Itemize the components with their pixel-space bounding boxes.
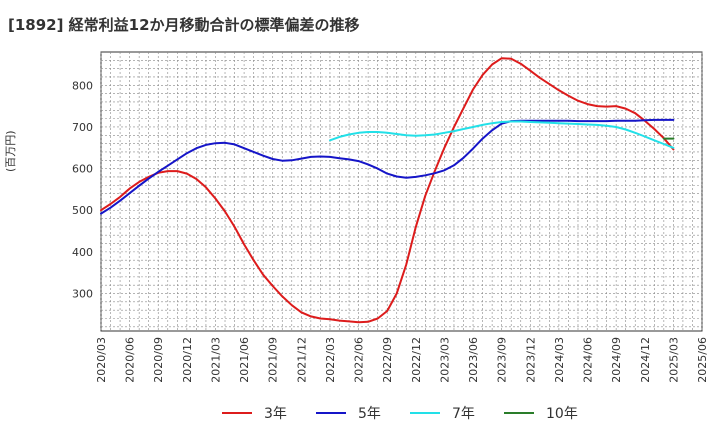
x-tick-label: 2020/03 bbox=[95, 337, 108, 383]
legend-label: 10年 bbox=[546, 406, 578, 422]
grid bbox=[100, 52, 703, 331]
series-line-5年 bbox=[100, 118, 675, 215]
x-tick-label: 2022/03 bbox=[324, 337, 337, 383]
x-tick-label: 2023/12 bbox=[524, 337, 537, 383]
legend: 3年 5年 7年 10年 bbox=[222, 406, 578, 422]
x-tick-label: 2021/03 bbox=[209, 337, 222, 383]
x-tick-label: 2025/06 bbox=[696, 337, 709, 383]
x-tick-label: 2024/06 bbox=[582, 337, 595, 383]
x-tick-label: 2023/03 bbox=[438, 337, 451, 383]
x-tick-label: 2021/09 bbox=[267, 337, 280, 383]
y-tick-labels: 300 400 500 600 700 800 bbox=[72, 79, 93, 300]
x-tick-label: 2022/12 bbox=[410, 337, 423, 383]
x-tick-label: 2020/09 bbox=[152, 337, 165, 383]
x-tick-label: 2024/12 bbox=[639, 337, 652, 383]
x-tick-label: 2025/03 bbox=[667, 337, 680, 383]
legend-label: 3年 bbox=[264, 406, 287, 422]
x-tick-label: 2020/06 bbox=[124, 337, 137, 383]
y-tick-label: 800 bbox=[72, 79, 93, 92]
series-line-7年 bbox=[329, 120, 675, 149]
y-tick-label: 400 bbox=[72, 246, 93, 259]
x-tick-label: 2024/09 bbox=[610, 337, 623, 383]
series-line-3年 bbox=[100, 57, 675, 324]
x-tick-label: 2023/09 bbox=[496, 337, 509, 383]
x-tick-label: 2024/03 bbox=[553, 337, 566, 383]
y-tick-label: 600 bbox=[72, 163, 93, 176]
x-tick-label: 2021/12 bbox=[295, 337, 308, 383]
legend-label: 5年 bbox=[358, 406, 381, 422]
chart-title: [1892] 経常利益12か月移動合計の標準偏差の推移 bbox=[8, 16, 360, 34]
x-tick-label: 2022/06 bbox=[353, 337, 366, 383]
x-tick-labels: 2020/03 2020/06 2020/09 2020/12 2021/03 2021/… bbox=[95, 337, 709, 383]
x-tick-label: 2020/12 bbox=[181, 337, 194, 383]
y-tick-label: 500 bbox=[72, 204, 93, 217]
y-tick-label: 700 bbox=[72, 121, 93, 134]
series-lines bbox=[100, 57, 675, 324]
x-tick-label: 2021/06 bbox=[238, 337, 251, 383]
y-tick-label: 300 bbox=[72, 288, 93, 301]
x-tick-label: 2023/06 bbox=[467, 337, 480, 383]
plot-area bbox=[100, 51, 703, 332]
legend-label: 7年 bbox=[452, 406, 475, 422]
x-tick-label: 2022/09 bbox=[381, 337, 394, 383]
